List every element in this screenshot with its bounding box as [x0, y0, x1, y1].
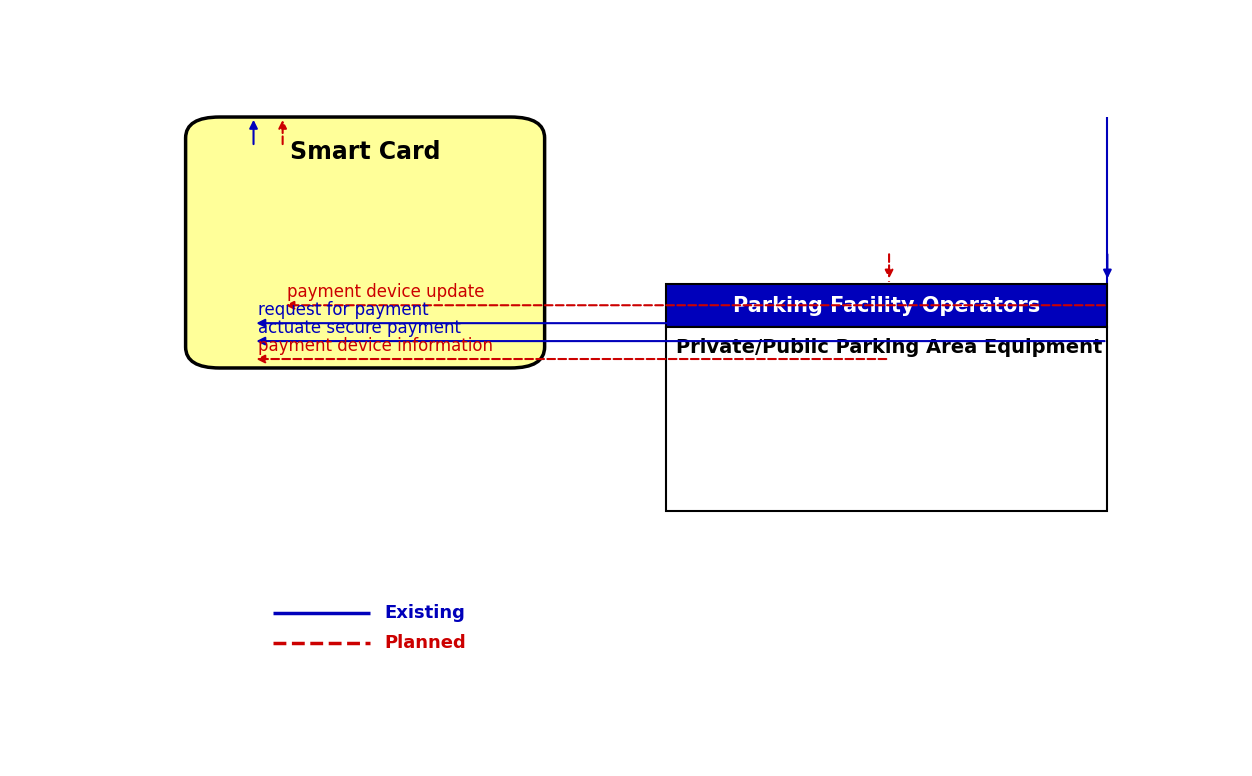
Text: Smart Card: Smart Card	[290, 140, 441, 164]
Text: request for payment: request for payment	[258, 301, 429, 319]
Text: payment device information: payment device information	[258, 337, 493, 355]
Text: actuate secure payment: actuate secure payment	[258, 319, 462, 337]
FancyBboxPatch shape	[666, 284, 1107, 327]
FancyBboxPatch shape	[185, 117, 545, 368]
Text: Planned: Planned	[384, 634, 466, 652]
Text: payment device update: payment device update	[288, 283, 485, 301]
Text: Parking Facility Operators: Parking Facility Operators	[732, 296, 1040, 316]
FancyBboxPatch shape	[666, 327, 1107, 511]
Text: Existing: Existing	[384, 604, 466, 622]
Text: Private/Public Parking Area Equipment: Private/Public Parking Area Equipment	[676, 338, 1102, 357]
